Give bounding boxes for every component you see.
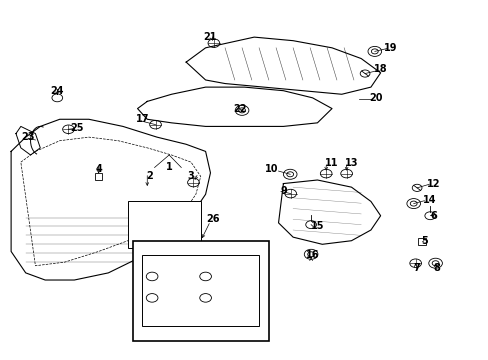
Text: 9: 9: [280, 186, 286, 196]
Text: 19: 19: [383, 43, 396, 53]
Text: 18: 18: [373, 64, 386, 74]
Text: 8: 8: [432, 262, 439, 273]
Text: 24: 24: [50, 86, 64, 96]
Bar: [127, 202, 201, 248]
Text: 25: 25: [70, 123, 83, 133]
Text: 1: 1: [165, 162, 172, 172]
Text: 16: 16: [305, 250, 319, 260]
Text: 27: 27: [160, 312, 173, 323]
Text: 10: 10: [264, 164, 277, 174]
Text: 28: 28: [182, 312, 195, 323]
Text: 5: 5: [420, 236, 427, 246]
Text: 20: 20: [368, 93, 382, 103]
FancyBboxPatch shape: [132, 241, 268, 341]
Text: 2: 2: [146, 171, 153, 181]
Polygon shape: [186, 37, 380, 94]
Text: 15: 15: [310, 221, 324, 231]
Polygon shape: [11, 119, 210, 280]
Text: 7: 7: [413, 262, 420, 273]
Polygon shape: [278, 180, 380, 244]
Bar: [142, 255, 259, 327]
Text: 3: 3: [187, 171, 194, 181]
Text: 17: 17: [135, 114, 149, 124]
Text: 22: 22: [232, 104, 246, 113]
Text: 12: 12: [427, 179, 440, 189]
Text: 29: 29: [138, 286, 151, 296]
Bar: [95, 173, 102, 180]
Text: 23: 23: [21, 132, 35, 142]
Text: 21: 21: [203, 32, 217, 42]
Polygon shape: [137, 87, 331, 126]
Text: 11: 11: [325, 158, 338, 168]
Text: 14: 14: [422, 195, 435, 204]
Text: 4: 4: [95, 164, 102, 174]
Text: 6: 6: [430, 211, 437, 221]
Text: 26: 26: [206, 214, 219, 224]
Text: 13: 13: [344, 158, 358, 168]
Bar: [417, 238, 425, 245]
